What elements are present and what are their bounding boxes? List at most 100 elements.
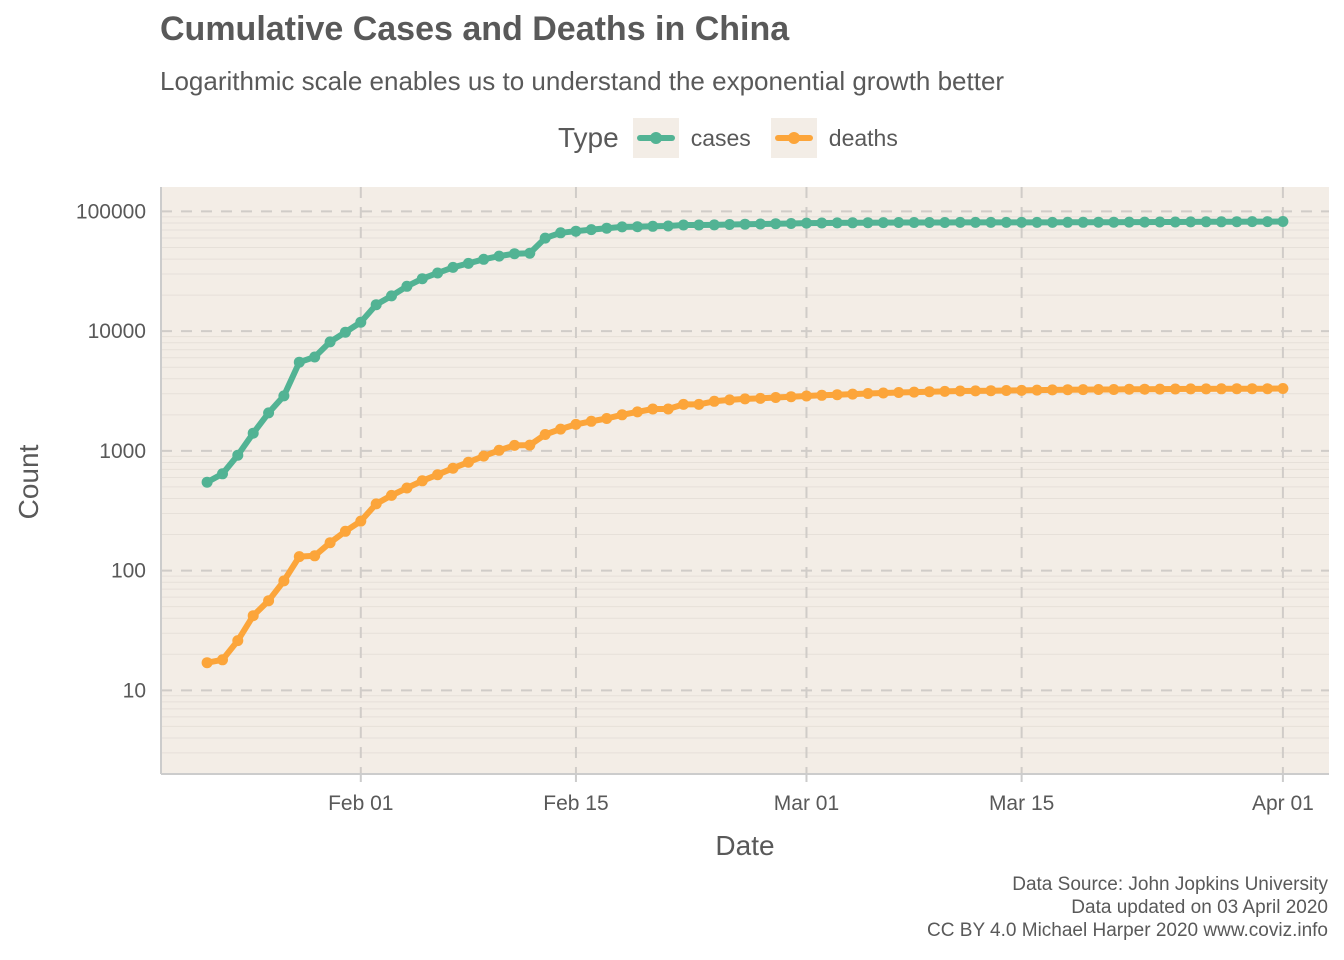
x-tick-label: Apr 01 [1252, 792, 1314, 815]
data-point-cases [339, 326, 351, 338]
data-point-deaths [939, 385, 951, 397]
y-tick-label: 10000 [88, 320, 146, 343]
legend-dot-deaths [787, 132, 800, 144]
data-point-cases [1031, 216, 1043, 228]
data-point-deaths [585, 415, 597, 427]
data-point-deaths [493, 444, 505, 456]
data-point-cases [509, 248, 520, 260]
data-point-deaths [739, 393, 751, 405]
data-point-cases [278, 390, 290, 402]
plot-panel [161, 187, 1329, 774]
data-point-cases [785, 218, 797, 229]
x-tick-label: Feb 15 [543, 792, 608, 815]
data-point-deaths [708, 395, 720, 407]
data-point-cases [539, 232, 551, 244]
data-point-cases [954, 216, 966, 228]
data-point-cases [801, 217, 812, 229]
x-axis-ticks: Feb 01 Feb 15 Mar 01 Mar 15 Apr 01 [328, 774, 1314, 815]
legend-dot-cases [649, 132, 662, 144]
data-point-cases [970, 216, 981, 228]
caption-source: Data Source: John Jopkins University [1012, 874, 1328, 895]
legend-key-cases [632, 118, 679, 158]
data-point-deaths [1139, 383, 1151, 395]
data-point-cases [1154, 216, 1166, 228]
data-point-deaths [616, 409, 628, 421]
data-point-deaths [263, 595, 275, 607]
data-point-deaths [1108, 384, 1120, 395]
caption: Data Source: John Jopkins University Dat… [927, 873, 1328, 942]
data-point-cases [1277, 216, 1289, 227]
data-point-cases [1262, 216, 1273, 228]
y-tick-label: 100 [111, 560, 146, 583]
data-point-deaths [401, 482, 413, 494]
data-point-deaths [447, 462, 459, 474]
data-point-cases [1000, 216, 1012, 228]
data-point-deaths [893, 387, 905, 398]
data-point-cases [386, 290, 397, 302]
data-point-deaths [601, 413, 613, 424]
data-point-deaths [201, 657, 213, 669]
data-point-deaths [1016, 384, 1028, 396]
data-point-cases [555, 227, 567, 239]
data-point-deaths [232, 635, 244, 647]
data-point-cases [309, 351, 321, 363]
legend: Type cases deaths [558, 118, 918, 158]
data-point-cases [1077, 216, 1089, 228]
data-point-cases [908, 217, 920, 228]
legend-key-deaths [770, 118, 817, 158]
data-point-cases [770, 218, 782, 230]
data-point-deaths [539, 429, 551, 440]
data-point-deaths [954, 385, 966, 397]
data-point-deaths [831, 389, 843, 401]
data-point-deaths [432, 469, 444, 481]
data-point-deaths [1246, 383, 1258, 395]
data-point-cases [739, 218, 751, 230]
data-point-cases [754, 218, 766, 230]
data-point-deaths [770, 392, 782, 403]
data-point-cases [1093, 216, 1104, 228]
data-point-cases [1200, 216, 1212, 228]
data-point-deaths [1000, 385, 1012, 396]
data-point-deaths [217, 654, 228, 666]
data-point-deaths [1123, 383, 1135, 395]
x-axis-title: Date [715, 830, 774, 861]
data-point-cases [678, 219, 689, 231]
data-point-cases [724, 219, 736, 230]
x-tick-label: Mar 15 [989, 792, 1054, 815]
data-point-cases [616, 221, 628, 233]
data-point-deaths [339, 525, 351, 537]
data-point-deaths [693, 398, 705, 410]
data-point-deaths [754, 392, 766, 404]
data-point-deaths [847, 388, 859, 400]
caption-updated: Data updated on 03 April 2020 [1071, 897, 1328, 918]
data-point-cases [1062, 216, 1074, 228]
data-point-cases [416, 273, 428, 285]
x-tick-label: Mar 01 [774, 792, 839, 815]
data-point-deaths [1046, 384, 1058, 396]
data-point-deaths [877, 387, 889, 399]
data-point-cases [232, 449, 244, 461]
data-point-deaths [1169, 383, 1181, 395]
data-point-cases [1231, 216, 1243, 228]
series-deaths [201, 383, 1289, 669]
data-point-cases [1246, 216, 1258, 228]
data-point-cases [893, 217, 905, 228]
data-point-deaths [816, 389, 828, 401]
data-point-cases [693, 219, 705, 231]
data-point-deaths [1077, 384, 1089, 396]
y-axis-title: Count [13, 444, 44, 519]
data-point-deaths [678, 398, 689, 410]
major-grid [161, 187, 1329, 774]
data-point-cases [1046, 216, 1058, 228]
data-point-cases [939, 217, 951, 228]
data-point-deaths [524, 439, 536, 451]
data-point-cases [1139, 216, 1151, 228]
data-point-deaths [1031, 384, 1043, 396]
data-point-cases [478, 253, 490, 265]
data-point-deaths [1277, 383, 1289, 394]
data-point-cases [847, 217, 859, 229]
data-point-deaths [309, 550, 321, 562]
data-point-deaths [293, 551, 305, 563]
data-point-deaths [509, 439, 520, 451]
x-tick-label: Feb 01 [328, 792, 393, 815]
